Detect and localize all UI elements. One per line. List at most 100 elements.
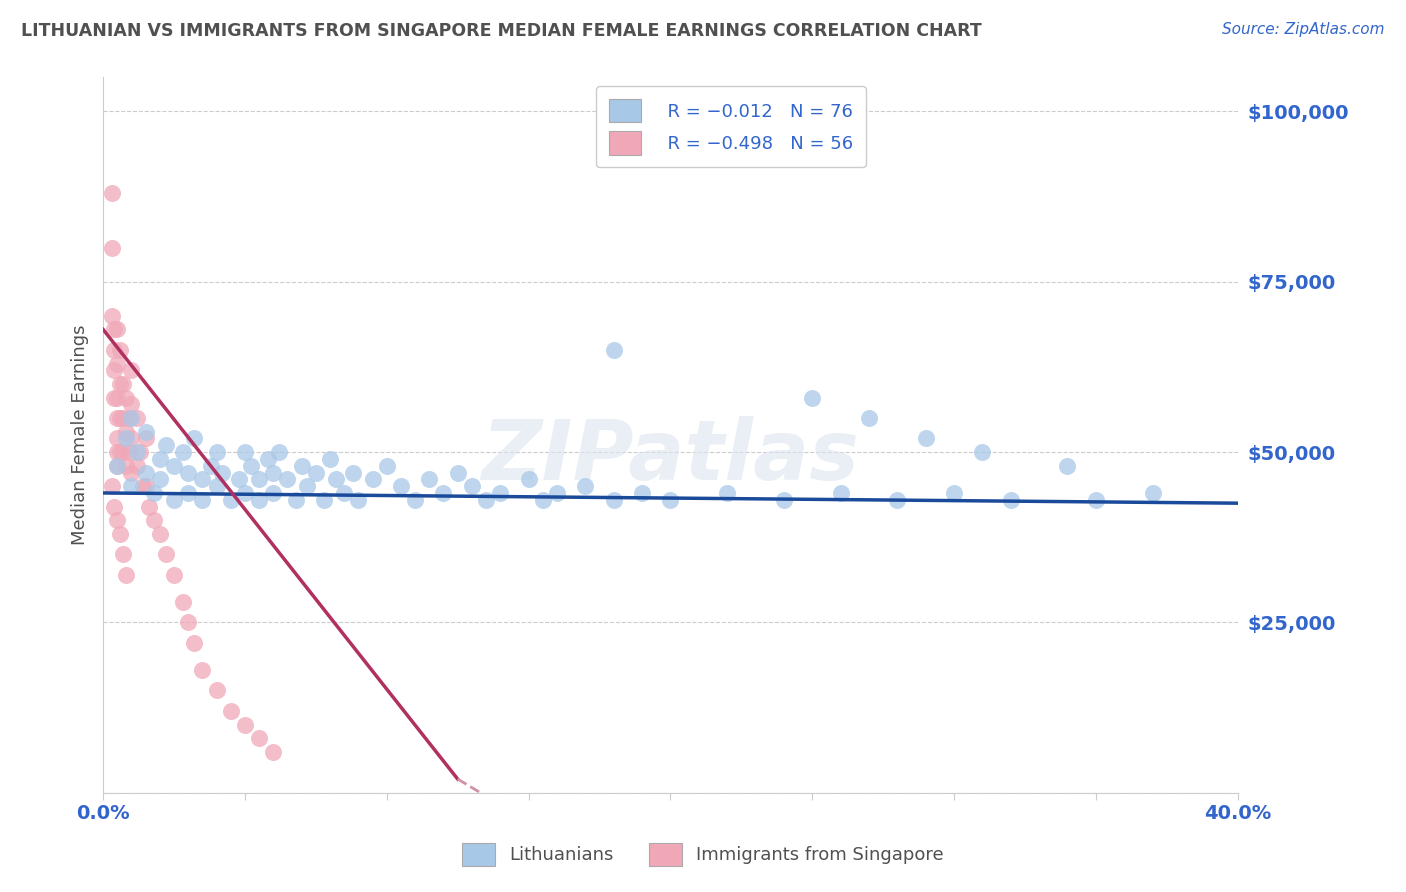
Point bbox=[118, 411, 141, 425]
Point bbox=[105, 445, 128, 459]
Point bbox=[262, 745, 284, 759]
Point bbox=[389, 479, 412, 493]
Point bbox=[191, 492, 214, 507]
Point bbox=[1000, 492, 1022, 507]
Point bbox=[105, 458, 128, 473]
Point bbox=[233, 445, 256, 459]
Point bbox=[103, 322, 125, 336]
Point bbox=[325, 472, 347, 486]
Point bbox=[233, 717, 256, 731]
Point bbox=[772, 492, 794, 507]
Point bbox=[149, 451, 172, 466]
Point bbox=[972, 445, 994, 459]
Point bbox=[886, 492, 908, 507]
Point bbox=[129, 445, 152, 459]
Point bbox=[135, 432, 157, 446]
Point bbox=[121, 397, 143, 411]
Point bbox=[127, 411, 149, 425]
Point bbox=[219, 704, 242, 718]
Point bbox=[858, 411, 880, 425]
Point bbox=[602, 343, 624, 357]
Point bbox=[108, 411, 131, 425]
Point bbox=[149, 472, 172, 486]
Text: LITHUANIAN VS IMMIGRANTS FROM SINGAPORE MEDIAN FEMALE EARNINGS CORRELATION CHART: LITHUANIAN VS IMMIGRANTS FROM SINGAPORE … bbox=[21, 22, 981, 40]
Point bbox=[100, 241, 122, 255]
Point bbox=[291, 458, 314, 473]
Point bbox=[143, 513, 166, 527]
Point bbox=[801, 391, 824, 405]
Point bbox=[361, 472, 384, 486]
Point bbox=[163, 492, 186, 507]
Point bbox=[314, 492, 336, 507]
Point bbox=[163, 458, 186, 473]
Point bbox=[132, 479, 155, 493]
Text: ZIPatlas: ZIPatlas bbox=[481, 416, 859, 497]
Point bbox=[183, 432, 205, 446]
Point bbox=[1084, 492, 1107, 507]
Point bbox=[531, 492, 554, 507]
Point bbox=[247, 472, 270, 486]
Point bbox=[247, 731, 270, 746]
Point bbox=[404, 492, 426, 507]
Point bbox=[135, 466, 157, 480]
Point bbox=[200, 458, 222, 473]
Point bbox=[114, 391, 136, 405]
Point bbox=[121, 411, 143, 425]
Point bbox=[602, 492, 624, 507]
Point bbox=[262, 486, 284, 500]
Point bbox=[100, 186, 122, 201]
Point bbox=[461, 479, 484, 493]
Point bbox=[489, 486, 512, 500]
Point bbox=[305, 466, 328, 480]
Point bbox=[716, 486, 738, 500]
Point bbox=[103, 343, 125, 357]
Point bbox=[108, 526, 131, 541]
Point bbox=[375, 458, 398, 473]
Point bbox=[546, 486, 568, 500]
Point bbox=[276, 472, 298, 486]
Point bbox=[163, 567, 186, 582]
Point bbox=[105, 322, 128, 336]
Point bbox=[205, 479, 228, 493]
Point bbox=[111, 547, 134, 561]
Point bbox=[108, 376, 131, 391]
Point bbox=[256, 451, 278, 466]
Point bbox=[105, 357, 128, 371]
Point bbox=[103, 391, 125, 405]
Point bbox=[177, 486, 200, 500]
Point bbox=[205, 445, 228, 459]
Point bbox=[111, 376, 134, 391]
Point bbox=[517, 472, 540, 486]
Point bbox=[943, 486, 966, 500]
Legend: Lithuanians, Immigrants from Singapore: Lithuanians, Immigrants from Singapore bbox=[450, 830, 956, 879]
Point bbox=[127, 445, 149, 459]
Point bbox=[149, 526, 172, 541]
Point bbox=[172, 445, 194, 459]
Point bbox=[135, 425, 157, 439]
Point bbox=[114, 458, 136, 473]
Y-axis label: Median Female Earnings: Median Female Earnings bbox=[72, 325, 89, 545]
Point bbox=[114, 432, 136, 446]
Point bbox=[105, 432, 128, 446]
Point bbox=[475, 492, 498, 507]
Point bbox=[105, 513, 128, 527]
Point bbox=[138, 500, 160, 514]
Point bbox=[114, 567, 136, 582]
Point bbox=[103, 500, 125, 514]
Point bbox=[1056, 458, 1078, 473]
Point bbox=[114, 425, 136, 439]
Point bbox=[574, 479, 596, 493]
Point bbox=[108, 445, 131, 459]
Point bbox=[105, 458, 128, 473]
Point bbox=[103, 363, 125, 377]
Point bbox=[177, 615, 200, 630]
Point bbox=[1142, 486, 1164, 500]
Point bbox=[108, 343, 131, 357]
Point bbox=[319, 451, 342, 466]
Point bbox=[233, 486, 256, 500]
Point bbox=[631, 486, 654, 500]
Point bbox=[100, 479, 122, 493]
Point bbox=[172, 595, 194, 609]
Point bbox=[121, 363, 143, 377]
Point bbox=[121, 466, 143, 480]
